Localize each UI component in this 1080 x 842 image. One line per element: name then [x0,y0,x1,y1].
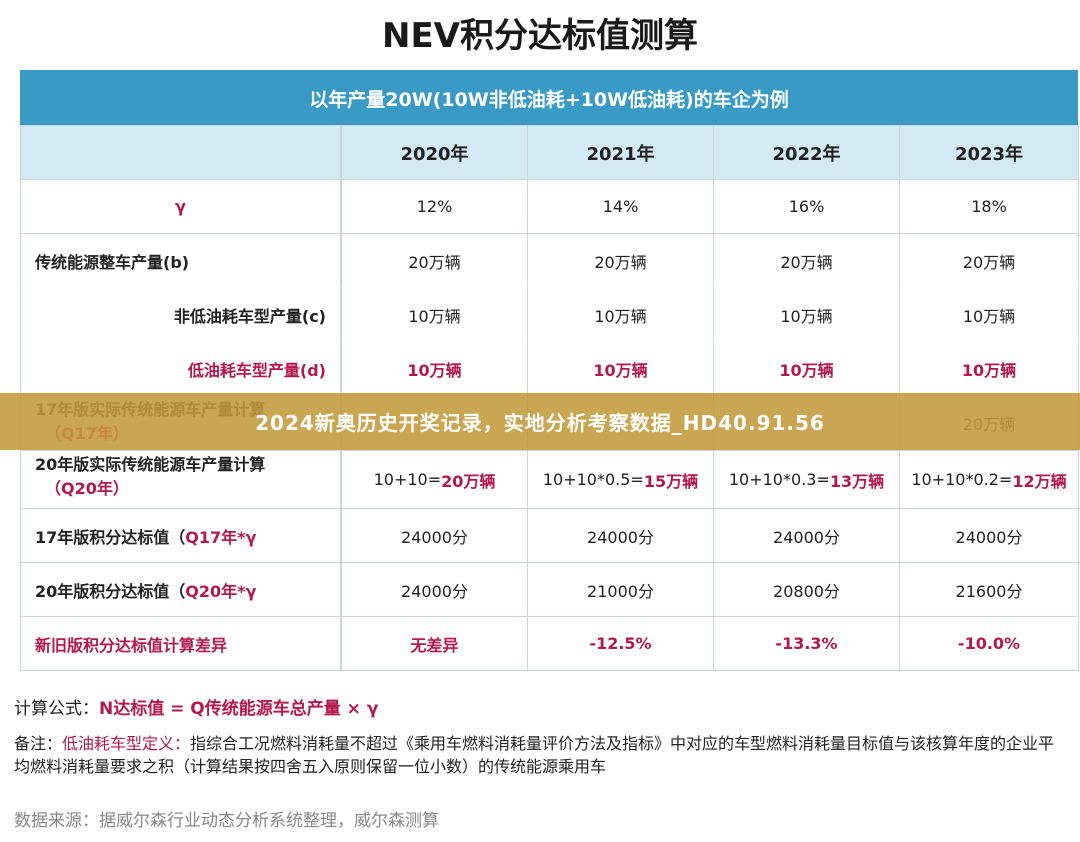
table-cell: 10+10*0.2= 12万辆 [899,450,1079,509]
table-cell: 10万辆 [899,287,1079,342]
remark-label: 备注： [14,734,63,753]
table-cell: 10万辆 [341,287,528,342]
table-cell: 21000分 [527,562,714,617]
table-cell: 21600分 [899,562,1079,617]
table-cell: 24000分 [713,508,900,563]
row-label: 低油耗车型产量(d) [20,341,341,396]
cell-formula: 10+10= [373,470,442,489]
row-label: 20年版实际传统能源车产量计算 （Q20年） [20,450,341,509]
row-label: 传统能源整车产量(b) [20,233,341,288]
column-header: 2023年 [899,125,1079,180]
table-cell: 10+10*0.5= 15万辆 [527,450,714,509]
row-label-text: 17年版积分达标值（ [35,527,186,547]
table-cell: 10万辆 [341,341,528,396]
table-cell: 20万辆 [713,233,900,288]
row-label: 非低油耗车型产量(c) [20,287,341,342]
remark-text: 指综合工况燃料消耗量不超过《乘用车燃料消耗量评价方法及指标》中对应的车型燃料消耗… [14,734,1055,776]
table-cell: 10万辆 [713,341,900,396]
table-cell: 10+10= 20万辆 [341,450,528,509]
row-label-text: 非低油耗车型产量(c) [173,306,326,326]
row-label-text: 低油耗车型产量(d) [187,360,326,380]
table-cell: 20万辆 [341,233,528,288]
remark: 备注：低油耗车型定义：指综合工况燃料消耗量不超过《乘用车燃料消耗量评价方法及指标… [14,732,1064,778]
row-label: 17年版积分达标值（ Q17年*γ [20,508,341,563]
table-cell: 20800分 [713,562,900,617]
column-header: 2021年 [527,125,714,180]
cell-result: 20万辆 [441,471,496,491]
title: NEV积分达标值测算 [382,16,698,56]
table-cell: 18% [899,179,1079,234]
row-label-note: Q17年*γ [185,527,257,547]
table-cell: 24000分 [527,508,714,563]
remark-term: 低油耗车型定义： [62,734,191,753]
row-label: 新旧版积分达标值计算差异 [20,616,341,671]
table-cell: 10+10*0.3= 13万辆 [713,450,900,509]
row-label-text: 新旧版积分达标值计算差异 [35,635,228,655]
table-caption: 以年产量20W(10W非低油耗+10W低油耗)的车企为例 [20,70,1078,126]
cell-result: 12万辆 [1012,471,1067,491]
table-cell: -12.5% [527,616,714,671]
table-cell: 无差异 [341,616,528,671]
table-cell: 10万辆 [713,287,900,342]
table-cell: -13.3% [713,616,900,671]
table-cell: 20万辆 [527,233,714,288]
table-cell: 24000分 [341,508,528,563]
column-header: 2020年 [341,125,528,180]
cell-formula: 10+10*0.3= [728,470,830,489]
table-cell: 20万辆 [899,233,1079,288]
banner: 2024新奥历史开奖记录，实地分析考察数据_HD40.91.56 [0,393,1080,450]
formula: 计算公式：N达标值 = Q传统能源车总产量 × γ [14,694,378,719]
table-cell: 12% [341,179,528,234]
table-cell: 10万辆 [527,341,714,396]
row-label-text: 20年版实际传统能源车产量计算 [35,455,266,474]
row-label-note: Q20年*γ [185,581,257,601]
formula-label: 计算公式： [14,699,99,719]
table-cell: 24000分 [899,508,1079,563]
cell-result: 15万辆 [643,471,699,491]
cell-formula: 10+10*0.2= [911,470,1013,489]
row-label-text: 传统能源整车产量(b) [35,252,190,272]
table-cell: 10万辆 [899,341,1079,396]
table-cell: 10万辆 [527,287,714,342]
source: 数据来源：据威尔森行业动态分析系统整理，威尔森测算 [14,811,439,831]
table-cell: 14% [527,179,714,234]
row-label-note: （Q20年） [45,479,129,498]
table-cell: -10.0% [899,616,1079,671]
cell-formula: 10+10*0.5= [542,470,644,489]
row-label-text: γ [175,197,186,216]
column-header [20,125,341,180]
table-cell: 24000分 [341,562,528,617]
row-label: γ [20,179,341,234]
column-header: 2022年 [713,125,900,180]
cell-result: 13万辆 [829,471,885,491]
row-label: 20年版积分达标值（ Q20年*γ [20,562,341,617]
row-label-text: 20年版积分达标值（ [35,581,186,601]
formula-text: N达标值 = Q传统能源车总产量 × γ [99,699,379,719]
table-cell: 16% [713,179,900,234]
